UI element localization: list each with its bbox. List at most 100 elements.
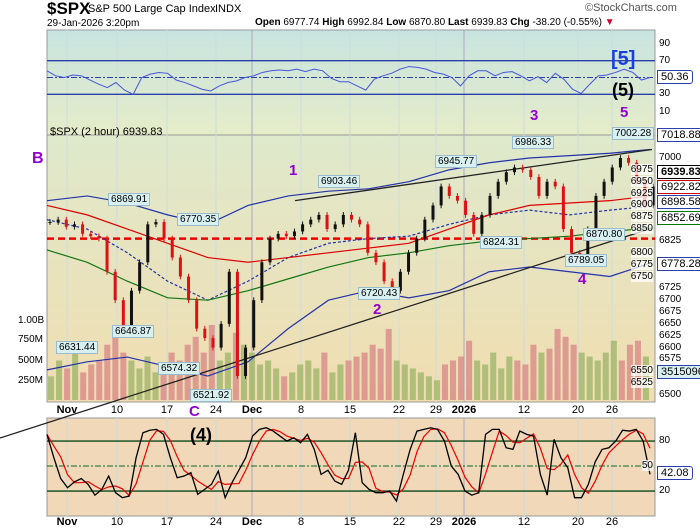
price-bar-body xyxy=(97,236,101,239)
date-tick-label: Nov xyxy=(56,404,78,416)
volume-bar xyxy=(602,352,609,400)
rsi-tick: 30 xyxy=(659,88,671,99)
price-bar-body xyxy=(439,186,443,206)
date-tick-label: 10 xyxy=(110,404,124,416)
volume-bar xyxy=(554,328,561,400)
date-tick-label: 22 xyxy=(392,404,406,416)
date-tick-label: 20 xyxy=(571,516,585,528)
volume-bar xyxy=(570,344,577,400)
volume-bar xyxy=(490,352,497,400)
volume-tick: 1.00B xyxy=(18,315,45,326)
price-point-label: 6521.92 xyxy=(190,389,233,402)
high-value: 6992.84 xyxy=(347,17,384,28)
price-tick-label: 6700 xyxy=(659,294,682,306)
volume-bar xyxy=(345,360,352,400)
date-tick-label: 17 xyxy=(160,516,174,528)
price-bar-body xyxy=(423,219,427,239)
volume-bar xyxy=(128,360,135,400)
volume-bar xyxy=(522,364,529,400)
price-bar-body xyxy=(390,281,394,291)
price-bar-body xyxy=(561,186,565,230)
price-bar-body xyxy=(512,167,516,173)
upper-trendline xyxy=(294,148,653,202)
stoch-tick: 20 xyxy=(659,485,671,496)
price-bar-body xyxy=(81,224,85,234)
price-bar-body xyxy=(504,172,508,182)
price-tick-label: 6925 xyxy=(630,187,653,199)
bb-mid-label: 6898.58 xyxy=(657,195,700,209)
price-tick-label: 6750 xyxy=(630,270,653,282)
volume-bar xyxy=(385,328,392,400)
price-bar-body xyxy=(252,300,256,348)
price-bar-body xyxy=(244,347,248,377)
last-label: Last xyxy=(447,17,469,28)
price-bar-body xyxy=(398,271,402,291)
volume-bar xyxy=(56,360,63,400)
price-bar-body xyxy=(260,262,264,301)
date-tick-label: 29 xyxy=(429,516,443,528)
volume-bar xyxy=(546,348,553,400)
price-tick-label: 6825 xyxy=(659,234,682,246)
price-bar-body xyxy=(317,214,321,220)
volume-bar xyxy=(120,352,127,400)
price-bar-body xyxy=(594,195,598,230)
wave-label-bracket-5: [5] xyxy=(611,48,636,70)
volume-bar xyxy=(104,344,111,400)
price-bar-body xyxy=(129,290,133,327)
volume-tick: 250M xyxy=(18,375,44,386)
rsi-tick: 10 xyxy=(659,106,671,117)
price-bar-body xyxy=(610,167,614,182)
price-bar-body xyxy=(292,231,296,237)
price-tick-label: 6550 xyxy=(630,365,653,377)
volume-bar xyxy=(458,356,465,400)
price-bar-body xyxy=(431,205,435,220)
price-bar-body xyxy=(382,262,386,282)
date-tick-label: Nov xyxy=(56,516,78,528)
volume-bar xyxy=(506,356,513,400)
price-bar-body xyxy=(374,252,378,263)
volume-bar xyxy=(321,352,328,400)
price-point-label: 6869.91 xyxy=(108,193,151,206)
price-tick-label: 6950 xyxy=(630,175,653,187)
price-bar-body xyxy=(545,181,549,196)
volume-bar xyxy=(80,372,87,400)
stoch-percent-k-line xyxy=(46,427,651,503)
price-point-label: 6574.32 xyxy=(158,362,201,375)
volume-bar xyxy=(112,328,119,400)
ma-red-label: 6922.82 xyxy=(657,180,700,194)
price-bar-body xyxy=(301,224,305,232)
volume-bar xyxy=(425,376,432,400)
price-bar-body xyxy=(309,219,313,225)
volume-bar xyxy=(265,360,272,400)
volume-bar xyxy=(257,364,264,400)
volume-bar xyxy=(578,352,585,400)
price-bar-body xyxy=(651,186,655,206)
wave-label-3: 3 xyxy=(530,107,539,124)
price-tick-label: 6525 xyxy=(630,377,653,389)
price-bar-body xyxy=(488,195,492,215)
low-value: 6870.80 xyxy=(409,17,446,28)
lower-trendline xyxy=(0,227,653,439)
price-bar-body xyxy=(72,224,76,227)
date-tick-label: 29 xyxy=(429,404,443,416)
price-bar-body xyxy=(480,214,484,234)
price-bar-body xyxy=(235,271,239,377)
stockcharts-brand: ©StockCharts.com xyxy=(585,2,677,14)
volume-bar xyxy=(450,360,457,400)
volume-bar xyxy=(594,360,601,400)
price-bar-body xyxy=(447,186,451,196)
open-label: Open xyxy=(255,17,281,28)
price-point-label: 6986.33 xyxy=(512,136,555,149)
price-bar-body xyxy=(366,224,370,253)
rsi-line xyxy=(46,66,651,95)
volume-bar xyxy=(417,372,424,400)
volume-bar xyxy=(562,336,569,400)
exchange: INDX xyxy=(215,3,242,15)
low-label: Low xyxy=(386,17,407,28)
wave-label-b: B xyxy=(32,150,44,167)
date-tick-label: 2026 xyxy=(451,404,477,416)
wave-label-paren-5: (5) xyxy=(612,80,634,100)
volume-bar xyxy=(96,360,103,400)
price-tick-label: 6625 xyxy=(659,329,682,341)
